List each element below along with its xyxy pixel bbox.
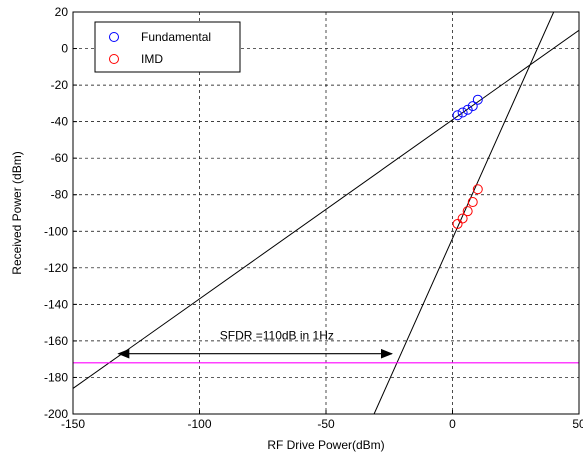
y-tick-label: -200	[44, 407, 68, 421]
x-tick-label: 0	[449, 417, 456, 431]
y-tick-label: -100	[44, 224, 68, 238]
legend-label-imd: IMD	[141, 52, 163, 66]
imd-point	[457, 213, 468, 224]
legend: Fundamental IMD	[94, 21, 241, 73]
y-tick-label: -120	[44, 261, 68, 275]
grid	[72, 11, 580, 415]
y-tick-label: -160	[44, 334, 68, 348]
y-tick-label: -140	[44, 297, 68, 311]
imd-point	[467, 197, 478, 208]
x-tick-label: 50	[572, 417, 583, 431]
x-tick-label: -100	[187, 417, 211, 431]
annotations: SFDR =110dB in 1Hz	[117, 328, 393, 359]
legend-marker-imd	[109, 54, 119, 64]
x-axis-title: RF Drive Power(dBm)	[267, 438, 384, 452]
plot-content	[73, 12, 579, 414]
y-axis-title: Received Power (dBm)	[10, 151, 24, 274]
fundamental-fit-line	[73, 29, 579, 389]
x-tick-label: -150	[61, 417, 85, 431]
fundamental-point	[472, 94, 483, 105]
sfdr-annotation: SFDR =110dB in 1Hz	[220, 328, 334, 342]
y-tick-label: -40	[51, 115, 69, 129]
y-tick-label: -60	[51, 151, 69, 165]
imd-point	[462, 206, 473, 217]
x-tick-labels: -150 -100 -50 0 50	[61, 417, 583, 431]
y-tick-label: -20	[51, 78, 69, 92]
y-tick-label: 20	[55, 5, 69, 19]
y-tick-label: -180	[44, 370, 68, 384]
fundamental-point	[457, 107, 468, 118]
plot-frame	[72, 11, 580, 415]
x-tick-label: -50	[317, 417, 335, 431]
imd-point	[452, 218, 463, 229]
y-tick-label: -80	[51, 188, 69, 202]
legend-marker-fundamental	[109, 32, 119, 42]
y-tick-label: 0	[61, 42, 68, 56]
imd-point	[472, 184, 483, 195]
legend-box	[94, 21, 241, 73]
fundamental-point	[452, 110, 463, 121]
fundamental-point	[467, 101, 478, 112]
fundamental-point	[462, 104, 473, 115]
legend-label-fundamental: Fundamental	[141, 30, 211, 44]
